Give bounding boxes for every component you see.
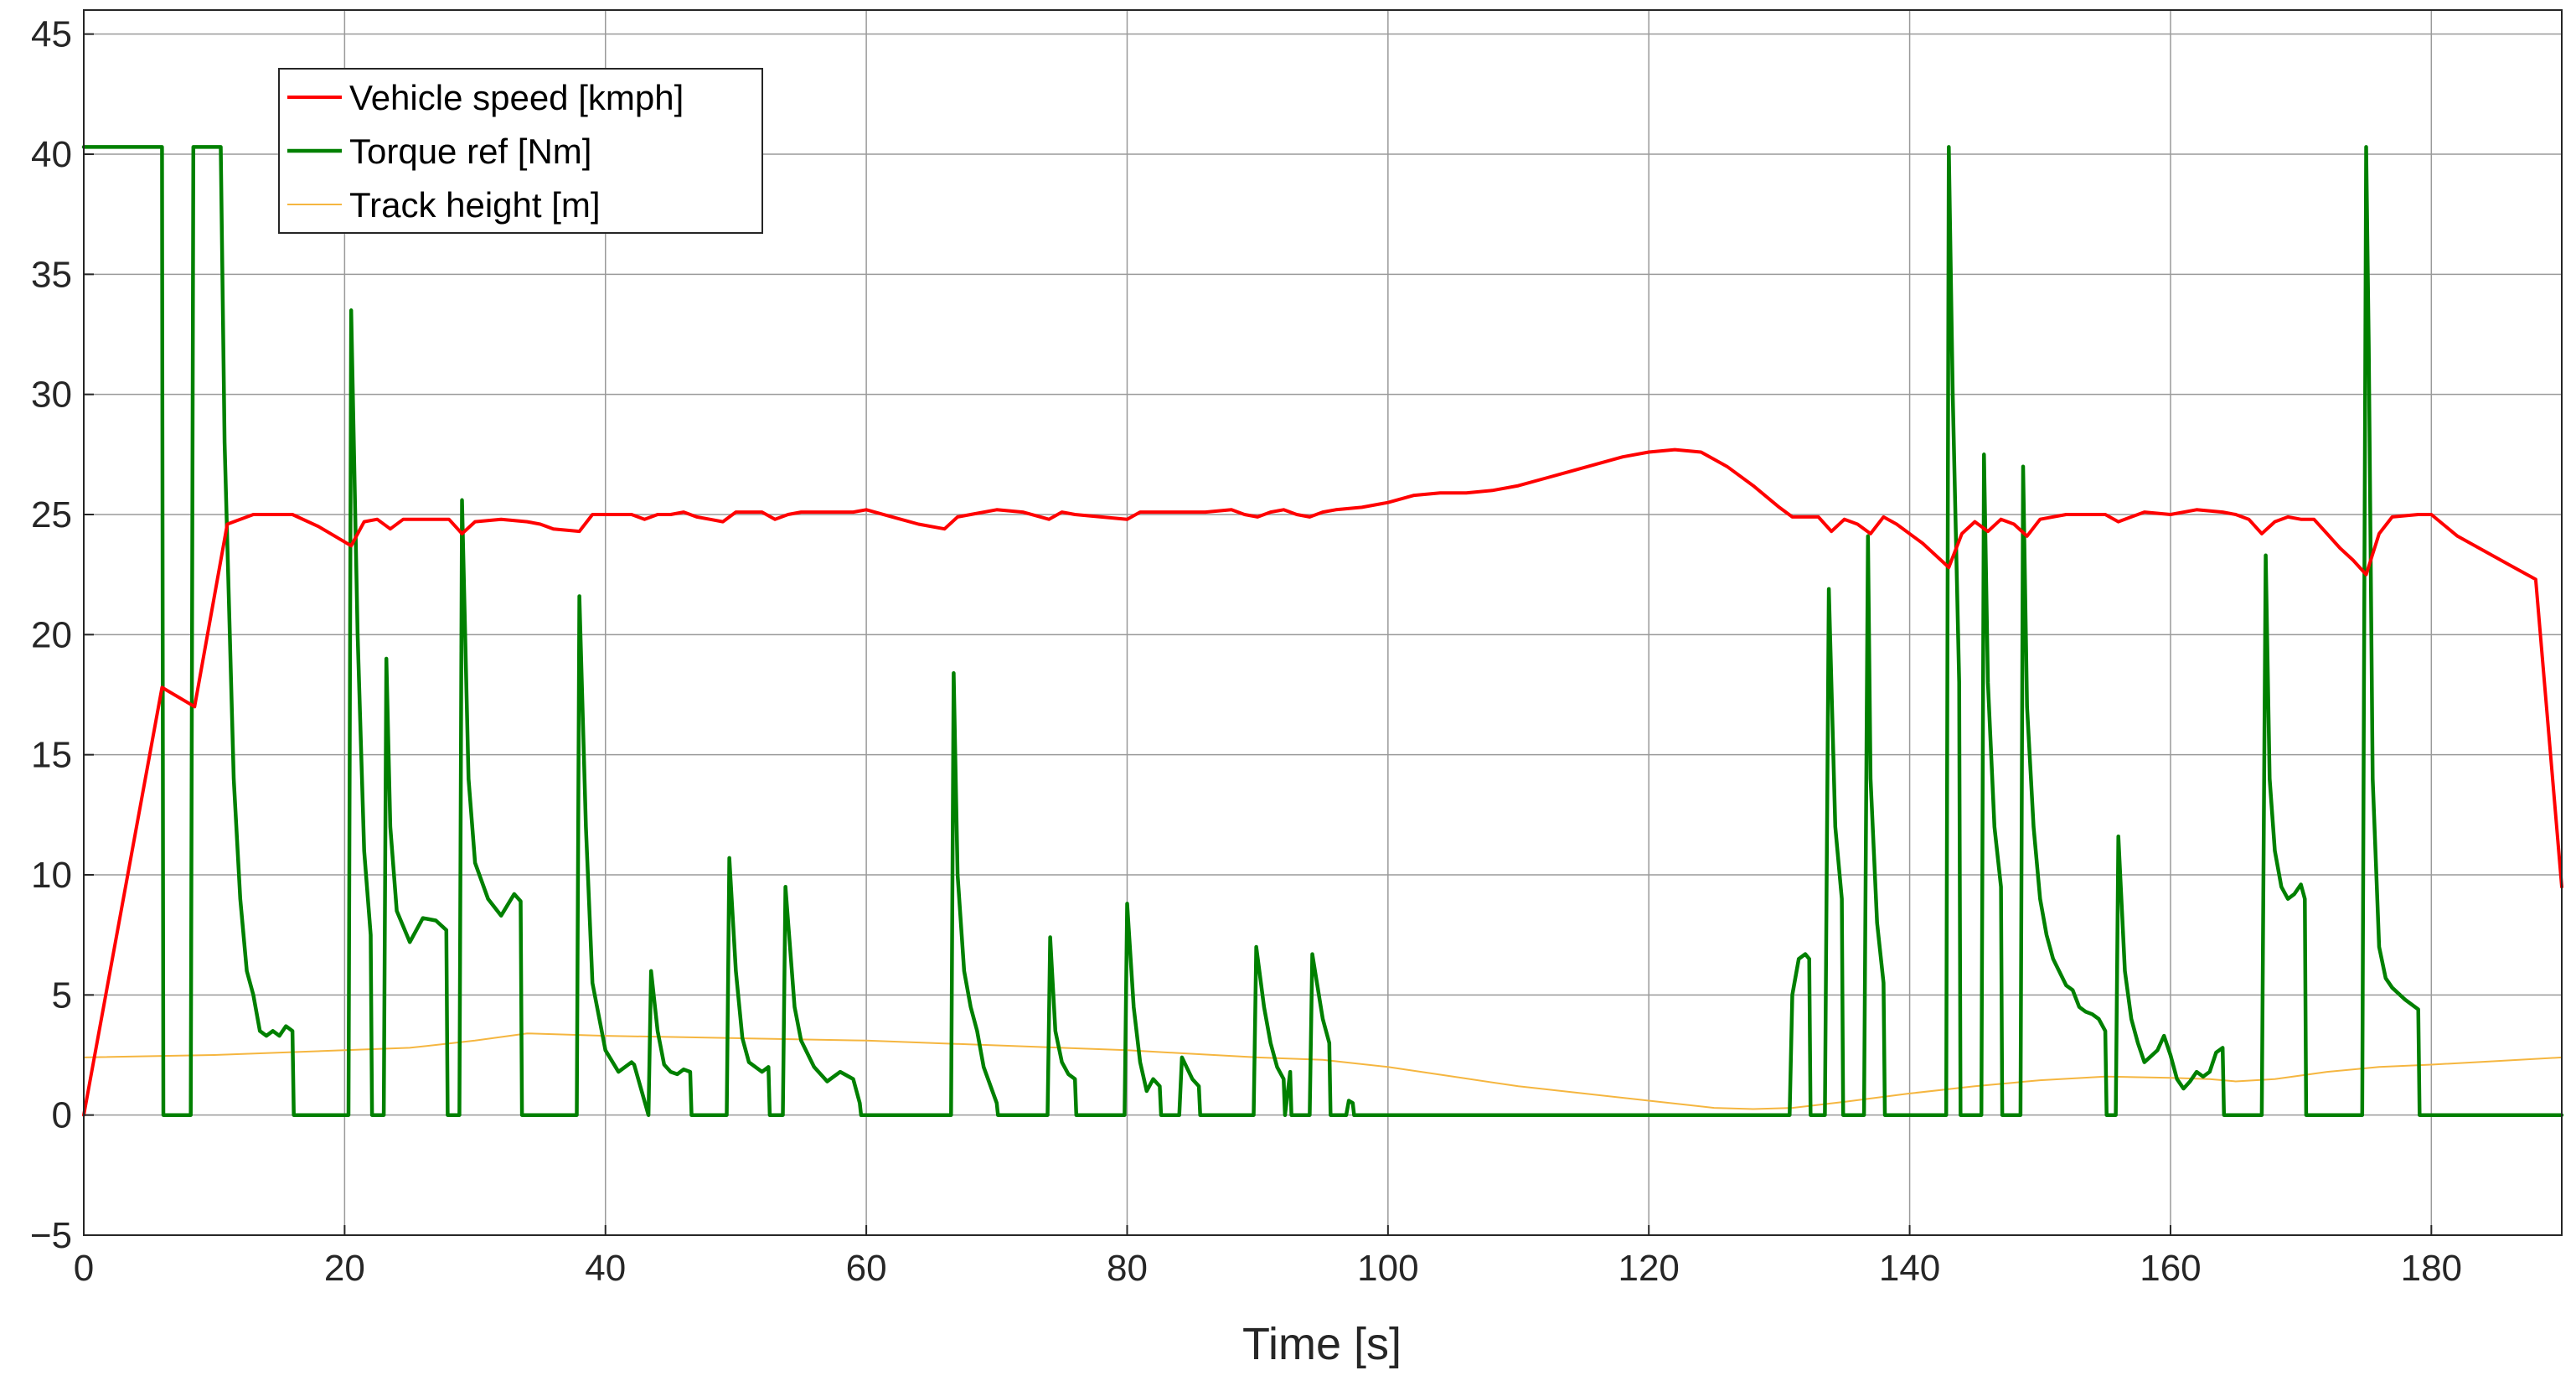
legend-label-torque-ref: Torque ref [Nm] [349,132,591,171]
y-tick-label: 35 [31,254,72,295]
legend-label-track-height: Track height [m] [349,185,601,225]
x-tick-label: 100 [1357,1248,1418,1289]
y-tick-label: 0 [52,1095,72,1136]
x-tick-label: 0 [74,1248,94,1289]
x-tick-label: 140 [1879,1248,1940,1289]
y-tick-label: 45 [31,14,72,55]
series-layer [81,145,2564,1117]
x-axis-title: Time [s] [1242,1319,1402,1369]
legend-box [278,68,763,234]
x-tick-label: 40 [585,1248,626,1289]
series-line-vehicle-speed [82,447,2563,1117]
y-tick-label: 40 [31,134,72,175]
y-tick-label: 20 [31,614,72,655]
y-tick-label: 15 [31,735,72,776]
x-tick-label: 80 [1107,1248,1148,1289]
y-tick-label: 5 [52,975,72,1016]
legend: Vehicle speed [kmph] Torque ref [Nm] Track… [278,68,763,234]
y-tick-label: 30 [31,375,72,416]
y-tick-label: −5 [30,1215,72,1256]
x-tick-label: 160 [2140,1248,2201,1289]
legend-label-vehicle-speed: Vehicle speed [kmph] [349,78,684,117]
x-tick-label: 120 [1618,1248,1679,1289]
x-tick-label: 60 [846,1248,887,1289]
series-line-torque-ref [81,145,2564,1117]
y-tick-label: 10 [31,855,72,896]
y-tick-label: 25 [31,494,72,535]
plot-frame [83,9,2563,1236]
tick-labels: 0 20 40 60 80 100 120 140 160 180−505101520253035… [30,14,2462,1289]
x-tick-label: 20 [324,1248,365,1289]
x-tick-label: 180 [2401,1248,2462,1289]
series-line-track-height [83,1032,2563,1110]
